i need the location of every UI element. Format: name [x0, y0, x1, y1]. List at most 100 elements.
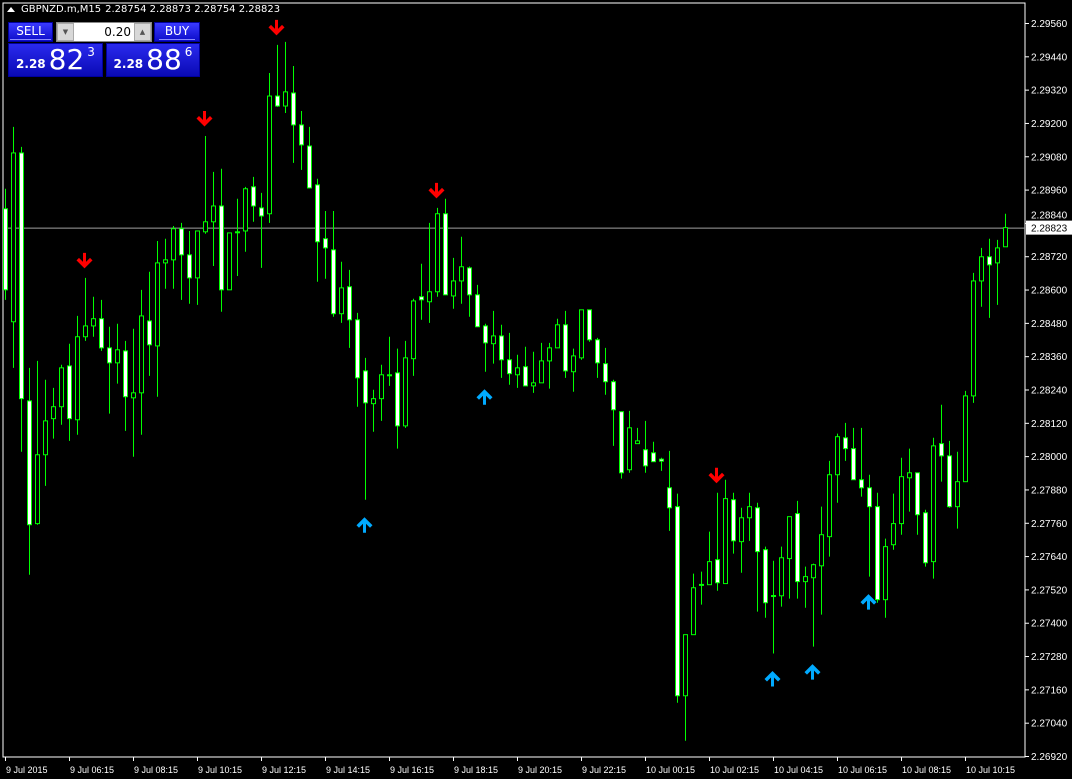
- bear-candle-body: [99, 318, 104, 349]
- candle: [147, 271, 152, 376]
- time-tick-label: 9 Jul 22:15: [582, 765, 626, 775]
- candle: [27, 367, 32, 575]
- candle: [587, 309, 592, 342]
- candle: [395, 348, 400, 449]
- price-tick-label: 2.28720: [1031, 252, 1068, 263]
- bull-candle-body: [971, 280, 976, 397]
- candle: [955, 451, 960, 529]
- candle: [835, 433, 840, 503]
- bull-candle-body: [531, 382, 536, 387]
- bull-candle-body: [819, 534, 824, 567]
- bear-candle-body: [603, 363, 608, 383]
- candles: [3, 41, 1008, 741]
- candle: [363, 357, 368, 500]
- bear-candle-body: [259, 207, 264, 217]
- bear-candle-body: [235, 231, 240, 234]
- increase-lot-icon[interactable]: ▲: [134, 23, 151, 41]
- price-tick-label: 2.28120: [1031, 419, 1068, 430]
- candle: [811, 563, 816, 647]
- lot-size-stepper[interactable]: ▼ ▲: [56, 22, 152, 42]
- price-tick-label: 2.28360: [1031, 352, 1068, 363]
- candle: [411, 298, 416, 376]
- candle: [763, 546, 768, 618]
- arrow-up-icon: [860, 594, 877, 610]
- bull-candle-body: [883, 546, 888, 601]
- bear-candle-body: [307, 145, 312, 189]
- bear-candle-body: [299, 124, 304, 146]
- time-tick-label: 9 Jul 08:15: [134, 765, 178, 775]
- candle: [931, 437, 936, 579]
- candle: [475, 284, 480, 328]
- bear-candle-body: [147, 320, 152, 346]
- bear-candle-body: [251, 186, 256, 207]
- bull-candle-body: [195, 230, 200, 279]
- bear-candle-body: [667, 487, 672, 509]
- time-tick-label: 9 Jul 12:15: [262, 765, 306, 775]
- price-tick-label: 2.29320: [1031, 86, 1068, 97]
- candle: [963, 390, 968, 483]
- price-tick-label: 2.29080: [1031, 152, 1068, 163]
- candle: [523, 346, 528, 387]
- time-tick-label: 9 Jul 06:15: [70, 765, 114, 775]
- candle: [739, 507, 744, 573]
- bear-candle-body: [923, 512, 928, 564]
- bear-candle-body: [3, 208, 8, 291]
- decrease-lot-icon[interactable]: ▼: [57, 23, 74, 41]
- candle: [819, 506, 824, 615]
- bear-candle-body: [443, 213, 448, 296]
- price-tick-label: 2.27280: [1031, 652, 1068, 663]
- bull-candle-body: [435, 213, 440, 293]
- candle: [19, 146, 24, 452]
- bear-candle-body: [467, 267, 472, 296]
- time-tick-label: 9 Jul 20:15: [518, 765, 562, 775]
- price-tick-label: 2.27160: [1031, 685, 1068, 696]
- candle: [683, 634, 688, 741]
- candle: [731, 492, 736, 554]
- buy-price-panel[interactable]: 2.28 88 6: [106, 43, 200, 77]
- bull-candle-body: [227, 232, 232, 291]
- bear-candle-body: [419, 296, 424, 301]
- sell-price-panel[interactable]: 2.28 82 3: [8, 43, 103, 77]
- time-tick-label: 10 Jul 06:15: [838, 765, 887, 775]
- bull-candle-body: [803, 576, 808, 583]
- buy-label: BUY: [158, 24, 196, 40]
- candle: [651, 441, 656, 463]
- arrow-up-icon: [476, 389, 493, 405]
- candle: [91, 296, 96, 337]
- bear-candle-body: [867, 487, 872, 508]
- bear-candle-body: [987, 256, 992, 266]
- collapse-triangle-icon[interactable]: [7, 7, 15, 12]
- bull-candle-body: [131, 392, 136, 399]
- candle: [443, 198, 448, 296]
- candle: [483, 323, 488, 372]
- sell-button[interactable]: SELL: [8, 22, 53, 42]
- bull-candle-body: [75, 336, 80, 421]
- bear-candle-body: [507, 359, 512, 375]
- buy-button[interactable]: BUY: [154, 22, 200, 42]
- bear-candle-body: [611, 381, 616, 411]
- bull-candle-body: [635, 440, 640, 445]
- sell-label: SELL: [10, 24, 51, 40]
- chart-border: [2, 2, 1026, 758]
- bear-candle-body: [275, 95, 280, 107]
- candle: [67, 343, 72, 441]
- candle: [843, 422, 848, 461]
- price-tick-label: 2.26920: [1031, 752, 1068, 763]
- candle: [403, 340, 408, 428]
- price-tick-label: 2.27760: [1031, 519, 1068, 530]
- symbol-timeframe: GBPNZD.m,M15: [21, 4, 102, 15]
- bull-candle-body: [155, 262, 160, 347]
- candle: [1003, 213, 1008, 248]
- bull-candle-body: [1003, 227, 1008, 248]
- candle: [171, 225, 176, 289]
- candle: [987, 238, 992, 318]
- candle: [251, 176, 256, 222]
- lot-size-input[interactable]: [74, 23, 134, 41]
- time-tick-label: 9 Jul 10:15: [198, 765, 242, 775]
- candle: [507, 332, 512, 385]
- bear-candle-body: [715, 559, 720, 584]
- bull-candle-body: [203, 221, 208, 233]
- candle: [307, 126, 312, 189]
- candle: [531, 351, 536, 393]
